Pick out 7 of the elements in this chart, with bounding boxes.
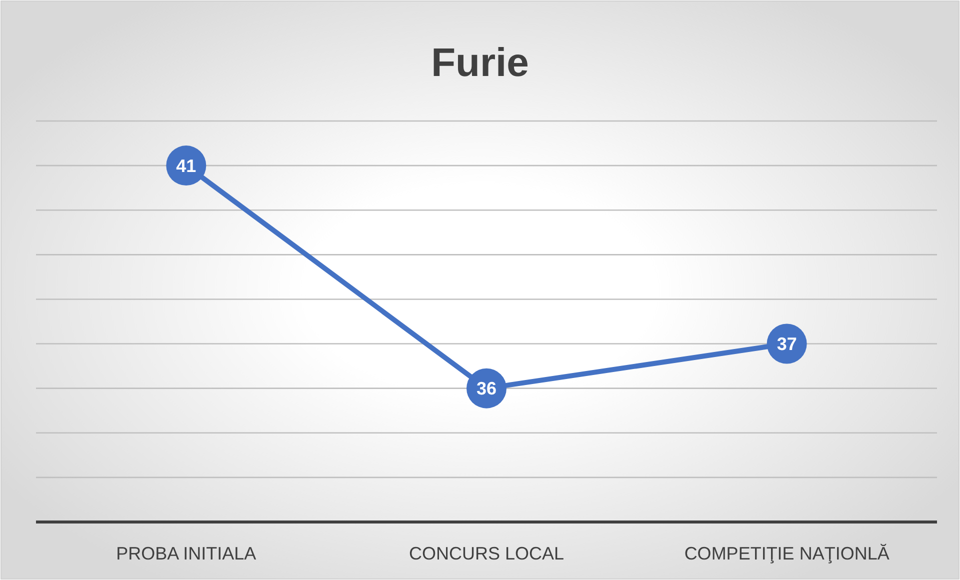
data-label: 37 [776, 334, 797, 354]
data-label: 41 [176, 156, 196, 176]
chart-title: Furie [431, 41, 529, 85]
x-tick-label: PROBA INITIALA [116, 543, 256, 564]
data-label: 36 [476, 378, 497, 399]
x-tick-label: CONCURS LOCAL [408, 543, 564, 564]
x-tick-label: COMPETIŢIE NAŢIONLĂ [684, 543, 890, 564]
